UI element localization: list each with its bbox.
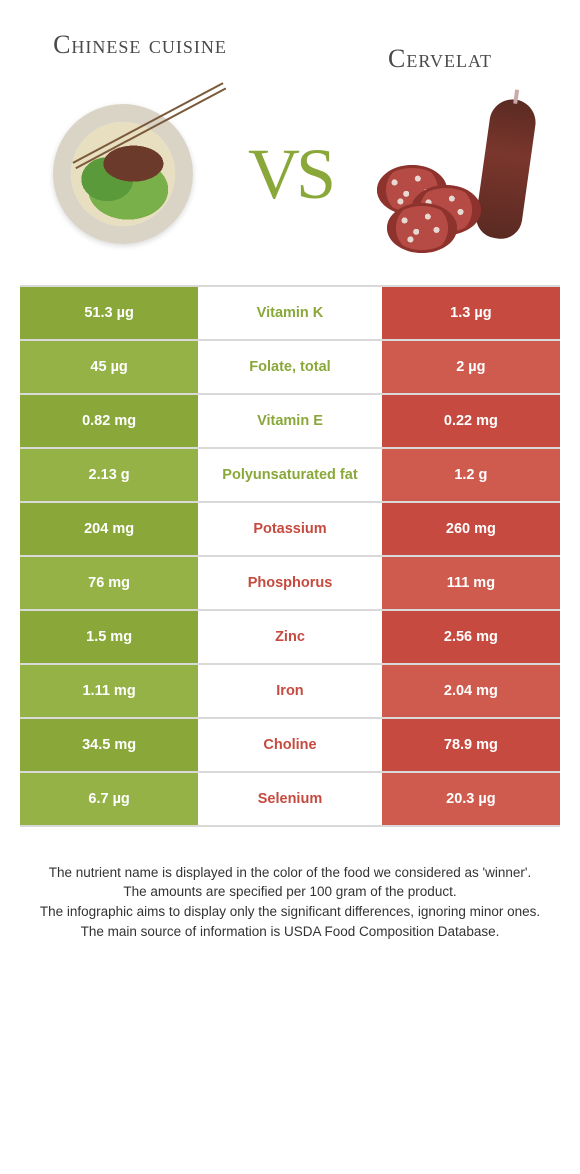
nutrient-name: Polyunsaturated fat <box>198 449 382 501</box>
hero-row: VS <box>0 74 580 277</box>
left-value: 204 mg <box>20 503 198 555</box>
right-value: 1.2 g <box>382 449 560 501</box>
left-value: 1.11 mg <box>20 665 198 717</box>
header: Chinese cuisine Cervelat <box>0 0 580 74</box>
left-value: 0.82 mg <box>20 395 198 447</box>
left-value: 51.3 µg <box>20 287 198 339</box>
table-row: 51.3 µgVitamin K1.3 µg <box>20 287 560 341</box>
table-row: 1.5 mgZinc2.56 mg <box>20 611 560 665</box>
left-value: 45 µg <box>20 341 198 393</box>
right-value: 260 mg <box>382 503 560 555</box>
footer-line: The amounts are specified per 100 gram o… <box>30 882 550 902</box>
left-food-image <box>40 92 205 257</box>
left-value: 1.5 mg <box>20 611 198 663</box>
footer-line: The main source of information is USDA F… <box>30 922 550 942</box>
nutrient-name: Folate, total <box>198 341 382 393</box>
nutrient-name: Selenium <box>198 773 382 825</box>
right-value: 1.3 µg <box>382 287 560 339</box>
footer-line: The infographic aims to display only the… <box>30 902 550 922</box>
nutrient-name: Phosphorus <box>198 557 382 609</box>
footer-notes: The nutrient name is displayed in the co… <box>30 863 550 941</box>
nutrient-name: Vitamin K <box>198 287 382 339</box>
nutrient-name: Iron <box>198 665 382 717</box>
nutrient-table: 51.3 µgVitamin K1.3 µg45 µgFolate, total… <box>20 285 560 827</box>
table-row: 204 mgPotassium260 mg <box>20 503 560 557</box>
left-value: 6.7 µg <box>20 773 198 825</box>
nutrient-name: Potassium <box>198 503 382 555</box>
nutrient-name: Zinc <box>198 611 382 663</box>
right-value: 0.22 mg <box>382 395 560 447</box>
nutrient-name: Choline <box>198 719 382 771</box>
table-row: 34.5 mgCholine78.9 mg <box>20 719 560 773</box>
table-row: 1.11 mgIron2.04 mg <box>20 665 560 719</box>
table-row: 2.13 gPolyunsaturated fat1.2 g <box>20 449 560 503</box>
left-value: 34.5 mg <box>20 719 198 771</box>
sausage-icon <box>377 99 537 249</box>
nutrient-name: Vitamin E <box>198 395 382 447</box>
right-value: 2.04 mg <box>382 665 560 717</box>
vs-label: VS <box>248 133 332 216</box>
right-value: 78.9 mg <box>382 719 560 771</box>
right-food-image <box>375 92 540 257</box>
left-value: 76 mg <box>20 557 198 609</box>
right-value: 2.56 mg <box>382 611 560 663</box>
left-food-title: Chinese cuisine <box>40 30 240 60</box>
right-value: 20.3 µg <box>382 773 560 825</box>
right-value: 2 µg <box>382 341 560 393</box>
right-food-title: Cervelat <box>340 44 540 74</box>
table-row: 6.7 µgSelenium20.3 µg <box>20 773 560 827</box>
table-row: 76 mgPhosphorus111 mg <box>20 557 560 611</box>
left-value: 2.13 g <box>20 449 198 501</box>
bowl-icon <box>53 104 193 244</box>
right-value: 111 mg <box>382 557 560 609</box>
footer-line: The nutrient name is displayed in the co… <box>30 863 550 883</box>
table-row: 0.82 mgVitamin E0.22 mg <box>20 395 560 449</box>
table-row: 45 µgFolate, total2 µg <box>20 341 560 395</box>
